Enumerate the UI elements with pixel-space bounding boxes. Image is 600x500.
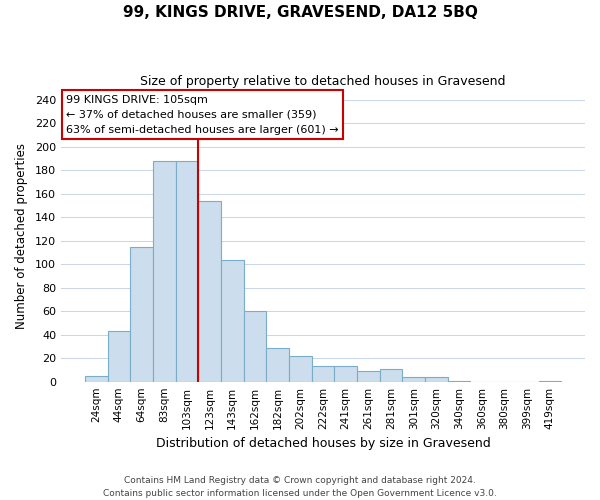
Bar xyxy=(311,366,334,382)
Bar xyxy=(448,380,470,382)
Y-axis label: Number of detached properties: Number of detached properties xyxy=(15,143,28,329)
Bar xyxy=(289,356,311,382)
Bar xyxy=(153,161,176,382)
X-axis label: Distribution of detached houses by size in Gravesend: Distribution of detached houses by size … xyxy=(155,437,490,450)
Bar xyxy=(380,369,403,382)
Bar xyxy=(176,161,198,382)
Bar xyxy=(130,246,153,382)
Bar xyxy=(425,377,448,382)
Bar xyxy=(85,376,107,382)
Bar xyxy=(403,377,425,382)
Bar xyxy=(221,260,244,382)
Text: 99, KINGS DRIVE, GRAVESEND, DA12 5BQ: 99, KINGS DRIVE, GRAVESEND, DA12 5BQ xyxy=(122,5,478,20)
Bar xyxy=(107,331,130,382)
Bar xyxy=(334,366,357,382)
Bar xyxy=(198,201,221,382)
Bar xyxy=(244,311,266,382)
Bar xyxy=(266,348,289,382)
Text: Contains HM Land Registry data © Crown copyright and database right 2024.
Contai: Contains HM Land Registry data © Crown c… xyxy=(103,476,497,498)
Bar xyxy=(357,371,380,382)
Title: Size of property relative to detached houses in Gravesend: Size of property relative to detached ho… xyxy=(140,75,506,88)
Bar xyxy=(539,380,561,382)
Text: 99 KINGS DRIVE: 105sqm
← 37% of detached houses are smaller (359)
63% of semi-de: 99 KINGS DRIVE: 105sqm ← 37% of detached… xyxy=(66,95,339,134)
